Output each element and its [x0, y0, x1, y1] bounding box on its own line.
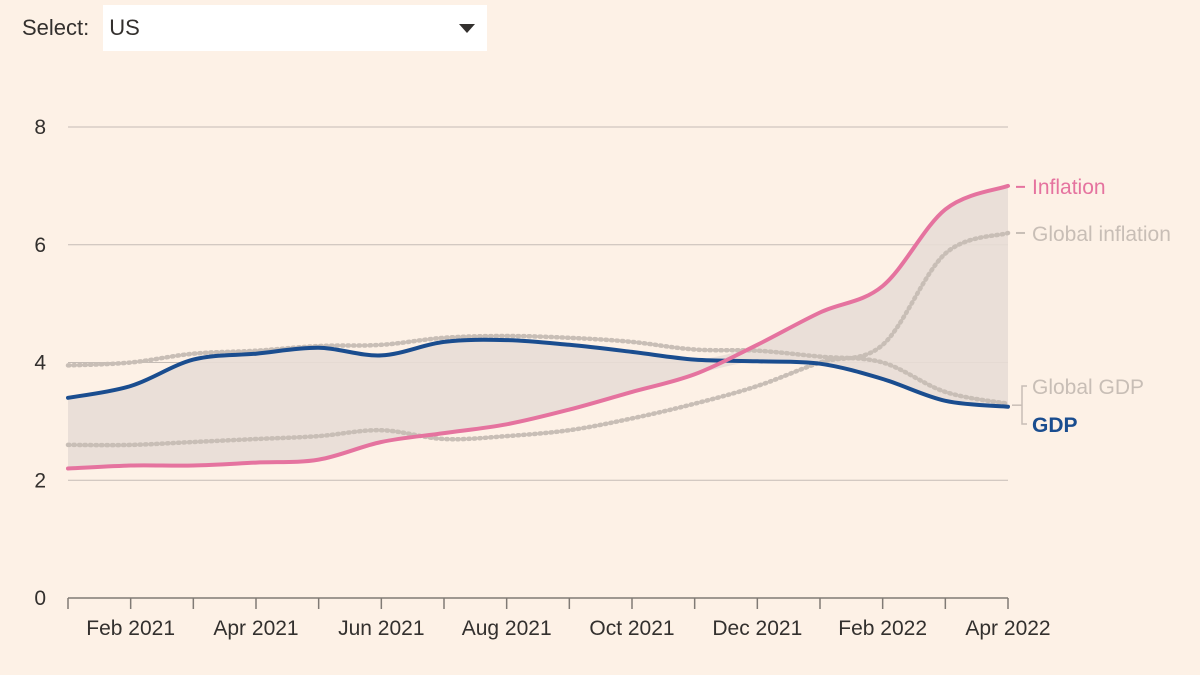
- y-tick-label-8: 8: [34, 116, 46, 139]
- x-tick-label: Jun 2021: [338, 617, 424, 640]
- y-axis: 0 2 4 6 8: [34, 116, 46, 610]
- series-lines: [65, 183, 1011, 471]
- series-line-global-gdp: [65, 333, 1011, 406]
- series-label-global-inflation: Global inflation: [1032, 223, 1171, 246]
- inflation-gdp-band: [68, 185, 1008, 469]
- country-dropdown-value: US: [109, 15, 140, 40]
- x-tick-label: Feb 2021: [86, 617, 175, 640]
- x-tick-label: Feb 2022: [838, 617, 927, 640]
- country-selector: Select: US: [22, 5, 488, 51]
- series-line-global-inflation: [65, 230, 1011, 448]
- country-dropdown[interactable]: US: [103, 5, 488, 51]
- x-tick-label: Apr 2021: [213, 617, 298, 640]
- y-tick-label-2: 2: [34, 469, 46, 492]
- x-tick-label: Apr 2022: [965, 617, 1050, 640]
- x-tick-label: Aug 2021: [462, 617, 552, 640]
- series-labels: Inflation Global inflation Global GDP GDP: [1012, 176, 1171, 437]
- select-label: Select:: [22, 15, 90, 40]
- x-axis: Feb 2021 Apr 2021 Jun 2021 Aug 2021 Oct 2021…: [67, 597, 1051, 640]
- series-label-inflation: Inflation: [1032, 176, 1106, 199]
- y-tick-label-6: 6: [34, 234, 46, 257]
- series-label-global-gdp: Global GDP: [1032, 376, 1144, 399]
- series-line-gdp: [66, 337, 1010, 409]
- x-tick-label: Oct 2021: [589, 617, 674, 640]
- series-label-gdp: GDP: [1032, 414, 1078, 437]
- chevron-down-icon: [459, 23, 476, 33]
- series-line-inflation: [66, 183, 1010, 471]
- x-tick-label: Dec 2021: [712, 617, 802, 640]
- label-bracket: [1021, 385, 1027, 425]
- y-tick-label-0: 0: [34, 587, 46, 610]
- y-tick-label-4: 4: [34, 352, 46, 375]
